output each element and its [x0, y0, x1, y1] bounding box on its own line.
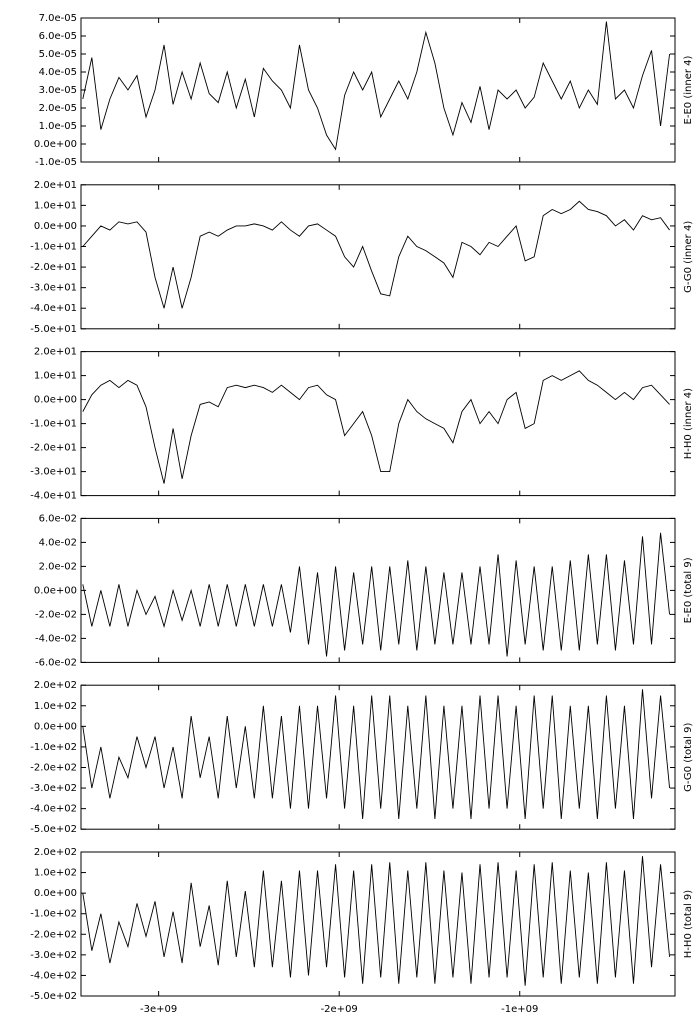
- y-tick-label: 2.0e+02: [34, 680, 77, 691]
- y-tick-label: 4.0e-05: [39, 67, 77, 78]
- data-line: [82, 532, 671, 657]
- y-tick-label: -1.0e+02: [30, 909, 77, 920]
- data-line: [82, 689, 671, 819]
- y-tick-label: 0.0e+00: [34, 395, 77, 406]
- y-axis-label: H-H0 (inner 4): [683, 388, 694, 459]
- y-tick-label: -2.0e+02: [30, 929, 77, 940]
- y-tick-label: -3.0e+01: [30, 467, 77, 478]
- plot-frame: [80, 684, 676, 830]
- y-tick-label: -4.0e+01: [30, 491, 77, 502]
- plot-frame: [80, 351, 676, 497]
- y-tick-label: 0.0e+00: [34, 721, 77, 732]
- y-tick-label: -2.0e+02: [30, 762, 77, 773]
- y-tick-label: -6.0e-02: [35, 657, 77, 668]
- data-line: [82, 856, 671, 986]
- y-tick-label: -1.0e+02: [30, 742, 77, 753]
- y-tick-label: 7.0e-05: [39, 13, 77, 24]
- y-tick-label: -5.0e+02: [30, 991, 77, 1002]
- y-tick-label: 5.0e-05: [39, 49, 77, 60]
- y-tick-label: 1.0e-05: [39, 121, 77, 132]
- y-tick-label: 1.0e+01: [34, 371, 77, 382]
- y-tick-label: 0.0e+00: [34, 585, 77, 596]
- y-tick-label: 3.0e-05: [39, 85, 77, 96]
- x-tick-label: -2e+09: [321, 1004, 358, 1015]
- y-tick-label: 2.0e+02: [34, 847, 77, 858]
- y-tick-label: -4.0e+02: [30, 970, 77, 981]
- x-tick-label: -3e+09: [140, 1004, 177, 1015]
- y-tick-label: -5.0e+02: [30, 824, 77, 835]
- y-tick-label: 6.0e-02: [39, 513, 77, 524]
- y-axis-label: G-G0 (inner 4): [683, 221, 694, 293]
- y-tick-label: 0.0e+00: [34, 221, 77, 232]
- y-axis-label: E-E0 (inner 4): [683, 55, 694, 124]
- y-tick-label: 2.0e-02: [39, 561, 77, 572]
- y-tick-label: 0.0e+00: [34, 139, 77, 150]
- y-axis-label: G-G0 (total 9): [683, 722, 694, 791]
- data-line: [82, 21, 671, 151]
- y-tick-label: 2.0e-05: [39, 103, 77, 114]
- plot-frame: [80, 184, 676, 330]
- y-axis-label: E-E0 (total 9): [683, 557, 694, 623]
- y-tick-label: -3.0e+02: [30, 950, 77, 961]
- y-tick-label: 1.0e+01: [34, 200, 77, 211]
- y-tick-label: -2.0e+01: [30, 262, 77, 273]
- y-tick-label: -3.0e+01: [30, 283, 77, 294]
- y-axis-label: H-H0 (total 9): [683, 890, 694, 958]
- y-tick-label: 2.0e+01: [34, 347, 77, 358]
- y-tick-label: -4.0e+02: [30, 804, 77, 815]
- y-tick-label: -1.0e-05: [35, 157, 77, 168]
- y-tick-label: -1.0e+01: [30, 419, 77, 430]
- y-tick-label: 1.0e+02: [34, 868, 77, 879]
- plot-frame: [80, 17, 676, 163]
- data-line: [82, 370, 670, 484]
- y-tick-label: -5.0e+01: [30, 324, 77, 335]
- y-tick-label: -3.0e+02: [30, 783, 77, 794]
- data-line: [82, 200, 670, 309]
- y-tick-label: -4.0e-02: [35, 633, 77, 644]
- y-tick-label: 4.0e-02: [39, 537, 77, 548]
- y-tick-label: -1.0e+01: [30, 242, 77, 253]
- y-tick-label: -2.0e-02: [35, 609, 77, 620]
- y-tick-label: -4.0e+01: [30, 303, 77, 314]
- plot-frame: [80, 517, 676, 663]
- y-tick-label: 0.0e+00: [34, 888, 77, 899]
- y-tick-label: 6.0e-05: [39, 31, 77, 42]
- y-tick-label: 2.0e+01: [34, 180, 77, 191]
- plot-frame: [80, 851, 676, 997]
- y-tick-label: 1.0e+02: [34, 701, 77, 712]
- y-tick-label: -2.0e+01: [30, 443, 77, 454]
- x-tick-label: -1e+09: [501, 1004, 538, 1015]
